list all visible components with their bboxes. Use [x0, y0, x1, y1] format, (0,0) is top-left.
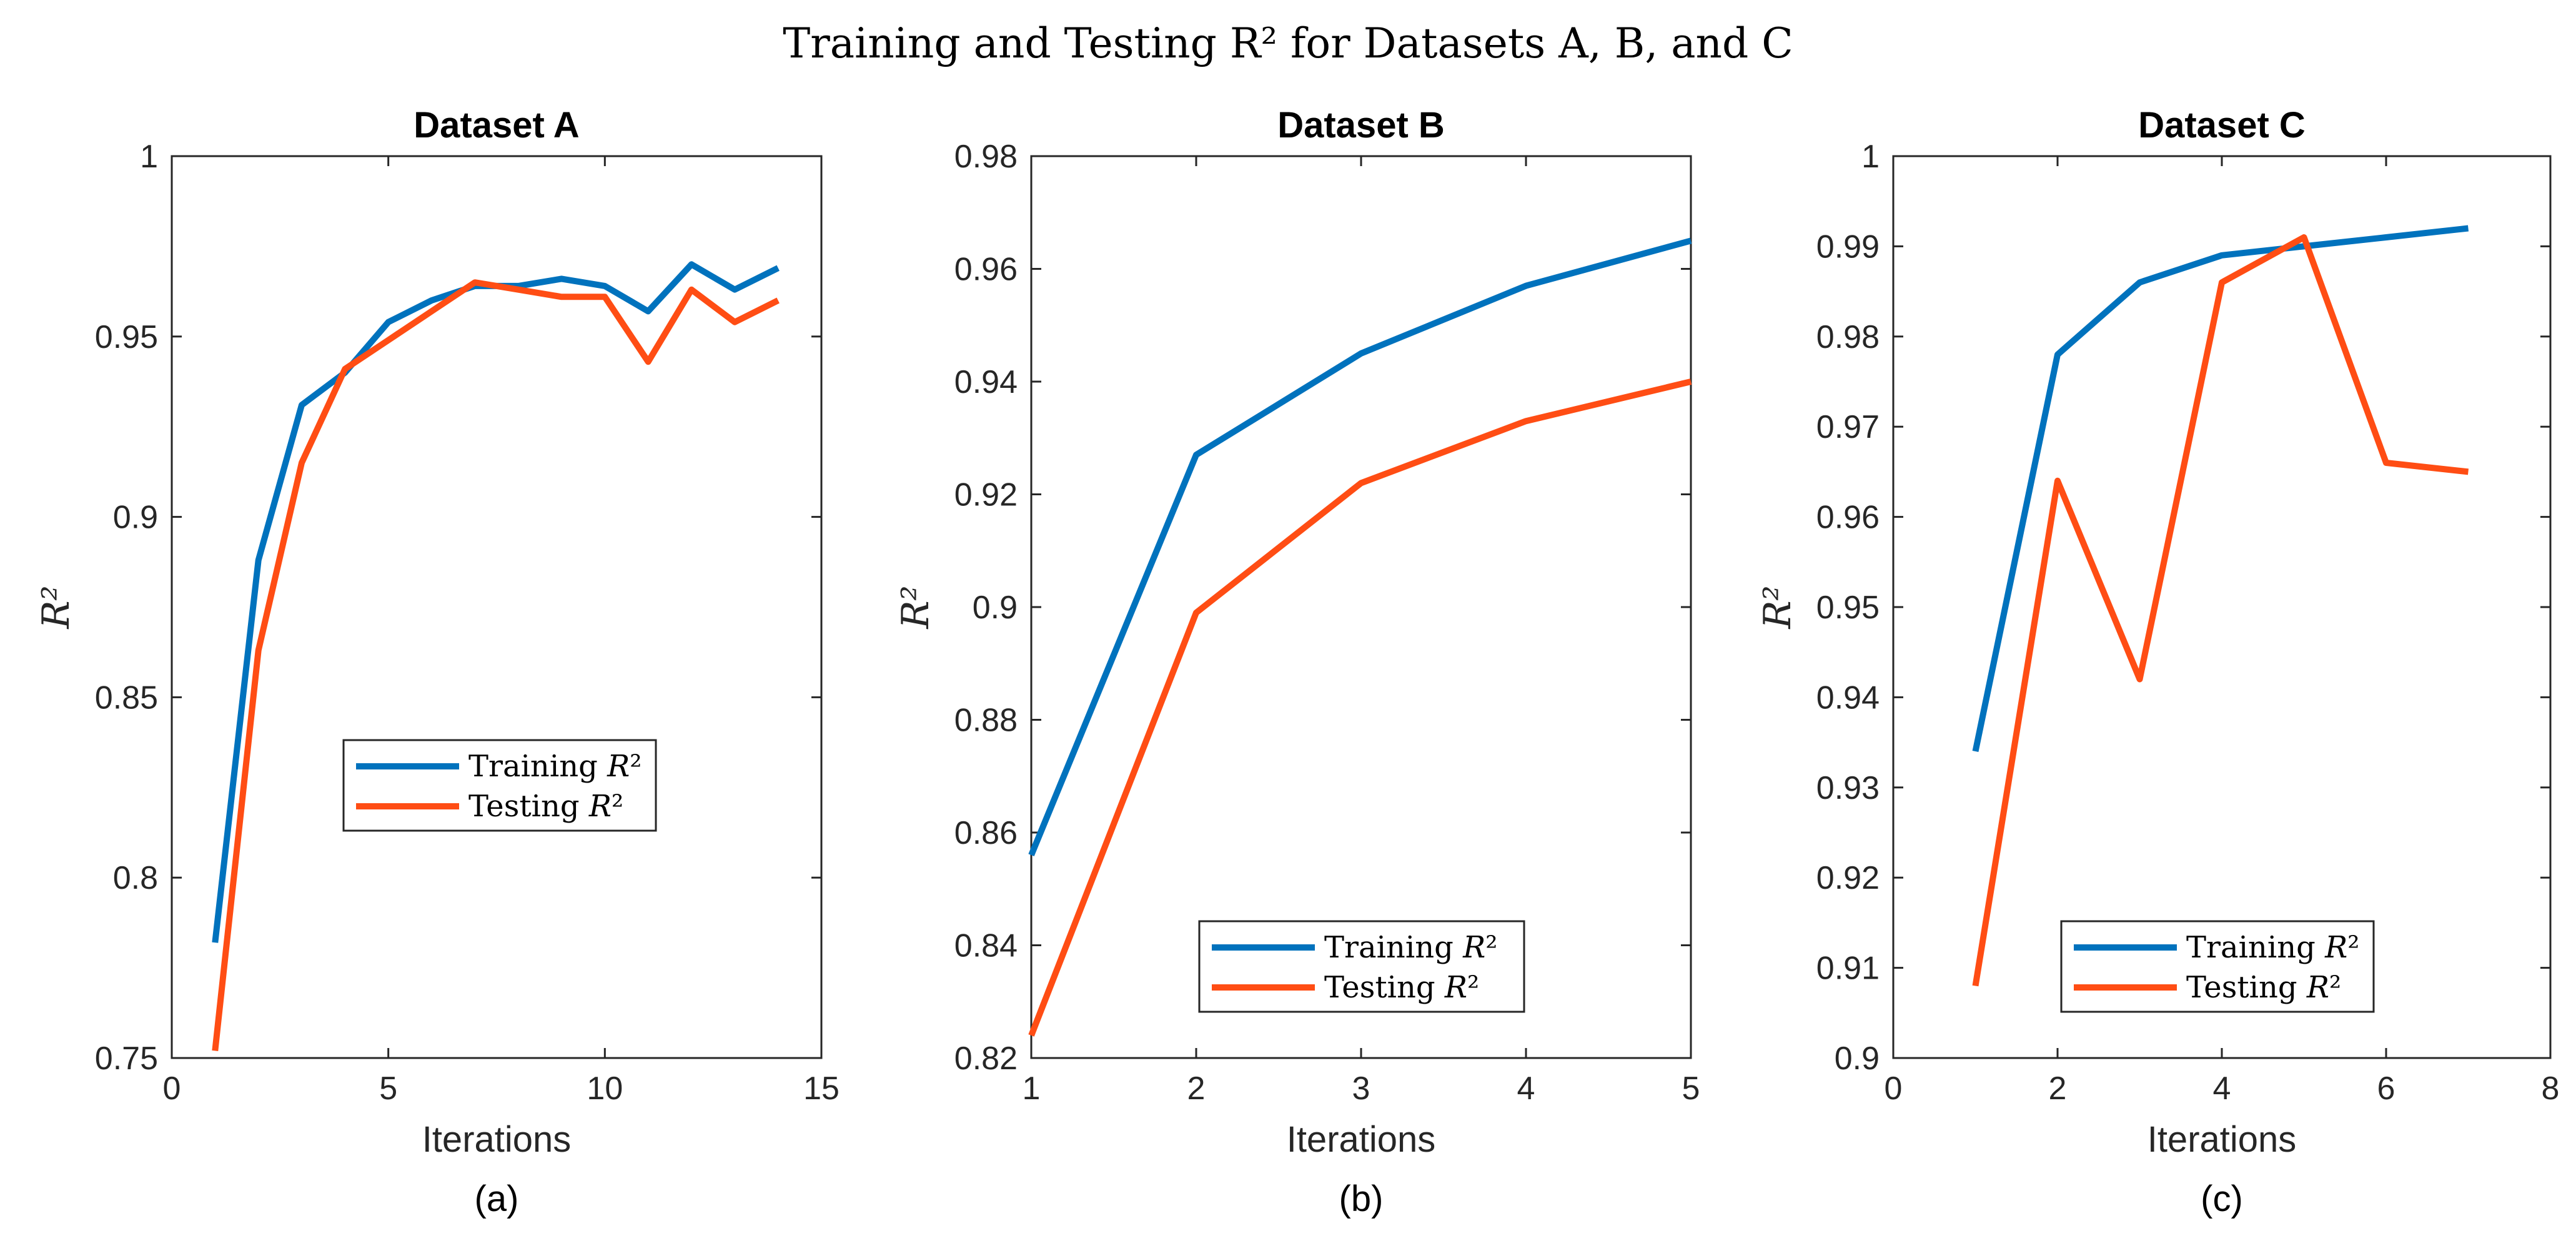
x-tick-label: 0 — [1885, 1070, 1903, 1107]
y-tick-label: 0.94 — [1816, 680, 1880, 716]
panel-title: Dataset C — [2138, 105, 2306, 146]
testing-series-line — [212, 279, 780, 1051]
y-tick-label: 0.86 — [954, 815, 1018, 851]
y-tick-label: 1 — [1861, 139, 1880, 175]
legend-training-label: Training R² — [2186, 930, 2359, 965]
legend-testing-label: Testing R² — [2186, 970, 2341, 1005]
y-tick-label: 0.93 — [1816, 770, 1880, 806]
x-tick-label: 4 — [2213, 1070, 2231, 1107]
panel-sublabel: (a) — [475, 1179, 519, 1219]
legend-box — [342, 739, 657, 832]
y-axis-label: R² — [34, 585, 78, 629]
legend-box — [1198, 920, 1525, 1013]
x-tick-label: 15 — [803, 1070, 840, 1107]
y-tick-label: 0.82 — [954, 1041, 1018, 1077]
y-tick-label: 0.8 — [113, 860, 158, 896]
legend-training-label: Training R² — [468, 749, 642, 784]
y-tick-label: 0.96 — [1816, 500, 1880, 536]
y-tick-label: 0.97 — [1816, 409, 1880, 445]
y-axis-label: R² — [894, 585, 938, 629]
testing-series-line — [1972, 234, 2469, 987]
y-tick-label: 0.9 — [113, 500, 158, 536]
y-tick-label: 0.9 — [973, 590, 1018, 626]
x-axis-label: Iterations — [1287, 1119, 1436, 1160]
y-tick-label: 0.95 — [1816, 590, 1880, 626]
figure-title: Training and Testing R² for Datasets A, … — [783, 19, 1793, 67]
y-tick-label: 0.9 — [1835, 1041, 1880, 1077]
x-axis-label: Iterations — [422, 1119, 572, 1160]
y-tick-label: 0.88 — [954, 703, 1018, 739]
axes-box — [171, 155, 823, 1059]
x-tick-label: 3 — [1352, 1070, 1370, 1107]
panel-sublabel: (c) — [2201, 1179, 2243, 1219]
y-tick-label: 0.99 — [1816, 229, 1880, 265]
y-tick-label: 0.94 — [954, 364, 1018, 400]
x-tick-label: 5 — [1682, 1070, 1700, 1107]
training-series-line — [212, 261, 780, 943]
training-series-line — [1972, 225, 2469, 753]
panel-title: Dataset B — [1277, 105, 1445, 146]
y-tick-label: 0.85 — [95, 680, 158, 716]
y-tick-label: 0.96 — [954, 252, 1018, 288]
y-tick-label: 0.75 — [95, 1041, 158, 1077]
y-tick-label: 1 — [140, 139, 158, 175]
legend-training-label: Training R² — [1324, 930, 1497, 965]
x-tick-label: 8 — [2542, 1070, 2560, 1107]
legend: Training R² Testing R² — [2060, 920, 2375, 1013]
y-tick-label: 0.91 — [1816, 951, 1880, 987]
legend-box — [2060, 920, 2375, 1013]
training-series-line — [1028, 237, 1692, 857]
x-tick-label: 2 — [2049, 1070, 2067, 1107]
y-tick-label: 0.98 — [954, 139, 1018, 175]
legend-testing-label: Testing R² — [468, 789, 623, 824]
x-tick-label: 5 — [379, 1070, 397, 1107]
testing-series-line — [1028, 378, 1692, 1037]
x-tick-label: 0 — [163, 1070, 181, 1107]
y-axis-label: R² — [1756, 585, 1800, 629]
x-tick-label: 1 — [1023, 1070, 1041, 1107]
legend-testing-label: Testing R² — [1324, 970, 1479, 1005]
y-tick-label: 0.92 — [954, 477, 1018, 513]
x-axis-label: Iterations — [2147, 1119, 2297, 1160]
panel-title: Dataset A — [414, 105, 579, 146]
x-tick-label: 2 — [1187, 1070, 1206, 1107]
panel-sublabel: (b) — [1339, 1179, 1384, 1219]
y-tick-label: 0.84 — [954, 928, 1018, 964]
legend: Training R² Testing R² — [1198, 920, 1525, 1013]
panel-3: Dataset C 0 2 4 6 8 0.9 0.91 0.92 0.93 0.94 0.95 0.9… — [1756, 105, 2559, 1219]
panel-2: Dataset B 1 2 3 4 5 0.82 0.84 0.86 0.88 0.9 0.92 0.9… — [894, 105, 1700, 1219]
x-tick-label: 4 — [1517, 1070, 1535, 1107]
y-tick-label: 0.95 — [95, 319, 158, 355]
x-tick-label: 6 — [2377, 1070, 2395, 1107]
panel-1: Dataset A 0 5 10 15 0.75 0.8 0.85 0.9 0.95 1 Iterat… — [34, 105, 840, 1219]
x-tick-label: 10 — [587, 1070, 623, 1107]
y-tick-label: 0.98 — [1816, 319, 1880, 355]
y-tick-label: 0.92 — [1816, 860, 1880, 896]
legend: Training R² Testing R² — [342, 739, 657, 832]
